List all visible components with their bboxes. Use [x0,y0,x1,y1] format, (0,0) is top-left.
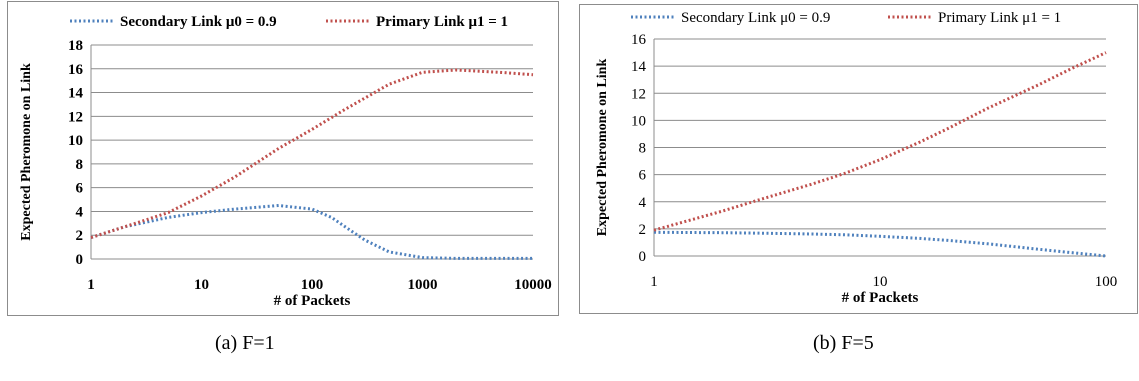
y-tick-label: 10 [631,113,646,129]
y-tick-label: 2 [76,228,84,244]
y-tick-label: 2 [639,222,647,238]
x-tick-label: 1 [650,274,658,290]
chart-a: 0 2 4 6 8 10 12 14 16 18 1 10 100 1000 10000 # of Packe… [7,1,559,316]
caption-b: (b) F=5 [813,332,874,354]
x-tick-label: 10 [194,277,209,293]
y-tick-label: 8 [639,141,647,157]
legend-entry: Secondary Link μ0 = 0.9 [681,10,830,26]
y-axis-title: Expected Pheromone on Link [595,59,610,237]
y-axis-title: Expected Pheromone on Link [19,63,34,241]
caption-a: (a) F=1 [215,332,275,354]
y-tick-label: 8 [76,157,84,173]
chart-panel-a: 0 2 4 6 8 10 12 14 16 18 1 10 100 1000 10000 # of Packe… [0,0,560,381]
y-tick-label: 0 [639,249,647,265]
y-tick-label: 10 [68,133,83,149]
legend-entry: Primary Link μ1 = 1 [376,14,508,30]
y-tick-label: 16 [631,32,647,48]
series-line-primary [653,51,1107,232]
y-tick-label: 4 [639,195,647,211]
x-tick-label: 100 [301,277,324,293]
chart-panel-b: 0 2 4 6 8 10 12 14 16 1 10 100 # of Packets Expected … [578,0,1139,381]
x-axis-title: # of Packets [842,290,919,306]
x-tick-label: 1 [87,277,95,293]
x-axis-title: # of Packets [274,293,351,309]
y-tick-label: 14 [68,86,84,102]
series-line-secondary [90,204,533,260]
y-tick-label: 18 [68,38,83,54]
legend-entry: Primary Link μ1 = 1 [938,10,1061,26]
legend-entry: Secondary Link μ0 = 0.9 [120,14,277,30]
x-tick-label: 10000 [514,277,552,293]
chart-frame [7,1,559,316]
x-tick-label: 1000 [408,277,438,293]
y-tick-label: 6 [639,168,647,184]
y-tick-label: 6 [76,181,84,197]
y-tick-label: 12 [68,109,83,125]
y-tick-label: 16 [68,62,84,78]
series-line-primary [90,68,534,240]
y-tick-label: 4 [76,204,84,220]
x-tick-label: 100 [1095,274,1118,290]
y-tick-label: 14 [631,59,647,75]
chart-b: 0 2 4 6 8 10 12 14 16 1 10 100 # of Packets Expected … [579,4,1138,314]
y-tick-label: 0 [76,252,84,268]
chart-frame [579,4,1138,314]
y-tick-label: 12 [631,86,646,102]
x-tick-label: 10 [873,274,888,290]
